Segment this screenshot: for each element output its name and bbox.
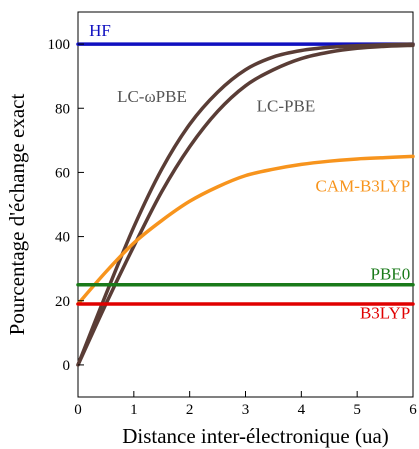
series-label-b3lyp: B3LYP — [360, 303, 410, 322]
x-tick-label: 6 — [409, 402, 417, 418]
series-label-lc-pbe: LC-PBE — [257, 96, 316, 115]
x-tick-label: 0 — [74, 402, 82, 418]
series-labels: HF LC-ωPBE LC-PBE CAM-B3LYP PBE0 B3LYP — [89, 21, 410, 322]
x-tick-label: 2 — [186, 402, 194, 418]
x-axis: 0 1 2 3 4 5 6 — [74, 391, 417, 418]
series-layer — [76, 42, 415, 367]
y-axis: 0 20 40 60 80 100 — [48, 37, 84, 374]
y-tick-label: 0 — [63, 358, 71, 374]
y-tick-label: 60 — [55, 165, 70, 181]
x-tick-label: 3 — [242, 402, 250, 418]
x-axis-title: Distance inter-électronique (ua) — [122, 424, 389, 448]
y-tick-label: 80 — [55, 101, 70, 117]
y-tick-label: 20 — [55, 294, 70, 310]
series-line-lc-pbe — [76, 43, 415, 367]
y-axis-title: Pourcentage d'échange exact — [5, 94, 29, 336]
series-label-hf: HF — [89, 21, 111, 40]
series-line-lc-pbe — [76, 42, 415, 367]
x-tick-label: 4 — [298, 402, 306, 418]
x-tick-label: 1 — [130, 402, 138, 418]
x-tick-label: 5 — [353, 402, 361, 418]
series-label-pbe0: PBE0 — [371, 264, 411, 283]
series-label-cam-b3lyp: CAM-B3LYP — [316, 177, 411, 196]
series-line-cam-b3lyp — [76, 154, 415, 306]
y-tick-label: 100 — [48, 37, 71, 53]
plot-area: 0 1 2 3 4 5 6 0 20 40 60 80 100 HF LC-ωPBE LC-PBE CAM-… — [48, 11, 417, 418]
y-tick-label: 40 — [55, 230, 70, 246]
series-label-lc-pbe: LC-ωPBE — [117, 87, 187, 106]
